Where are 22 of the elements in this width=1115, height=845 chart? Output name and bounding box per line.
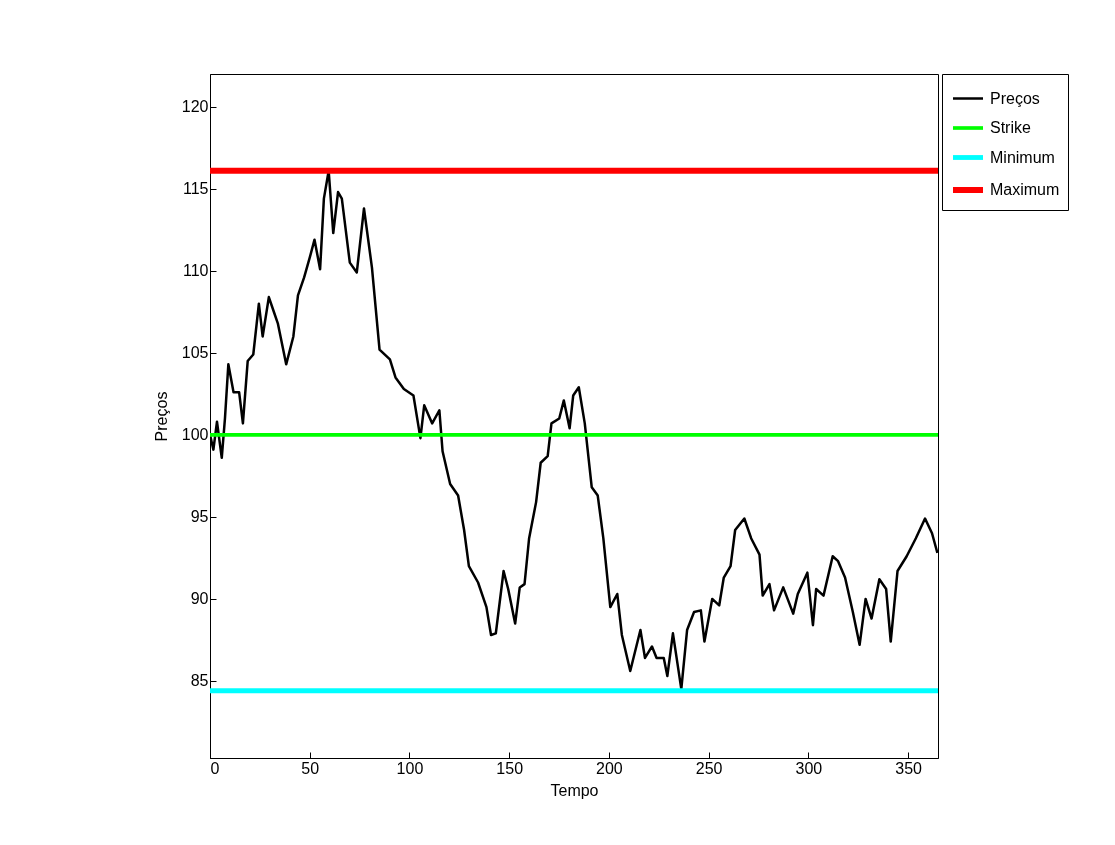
y-tick-label: 120 xyxy=(181,98,209,116)
x-tick-label: 250 xyxy=(695,759,723,777)
x-tick-label: 300 xyxy=(795,759,823,777)
legend-label: Strike xyxy=(990,119,1031,136)
x-tick-label: 350 xyxy=(895,759,923,777)
legend-label: Minimum xyxy=(990,148,1055,166)
x-tick-label: 0 xyxy=(210,759,220,777)
x-axis-title: Tempo xyxy=(550,781,599,799)
x-tick-label: 150 xyxy=(496,759,524,777)
y-tick-label: 115 xyxy=(182,180,209,198)
y-tick-label: 100 xyxy=(181,426,209,444)
x-tick-label: 200 xyxy=(596,759,623,777)
legend-label: Maximum xyxy=(990,181,1060,198)
y-tick-label: 90 xyxy=(190,590,209,608)
y-axis-title: Preços xyxy=(152,391,170,442)
x-tick-label: 100 xyxy=(396,759,424,777)
legend-label: Preços xyxy=(990,89,1040,107)
y-tick-label: 110 xyxy=(182,262,209,280)
y-tick-label: 95 xyxy=(190,508,209,526)
y-tick-label: 85 xyxy=(190,672,209,690)
y-tick-label: 105 xyxy=(181,344,209,362)
x-tick-label: 50 xyxy=(301,759,320,777)
